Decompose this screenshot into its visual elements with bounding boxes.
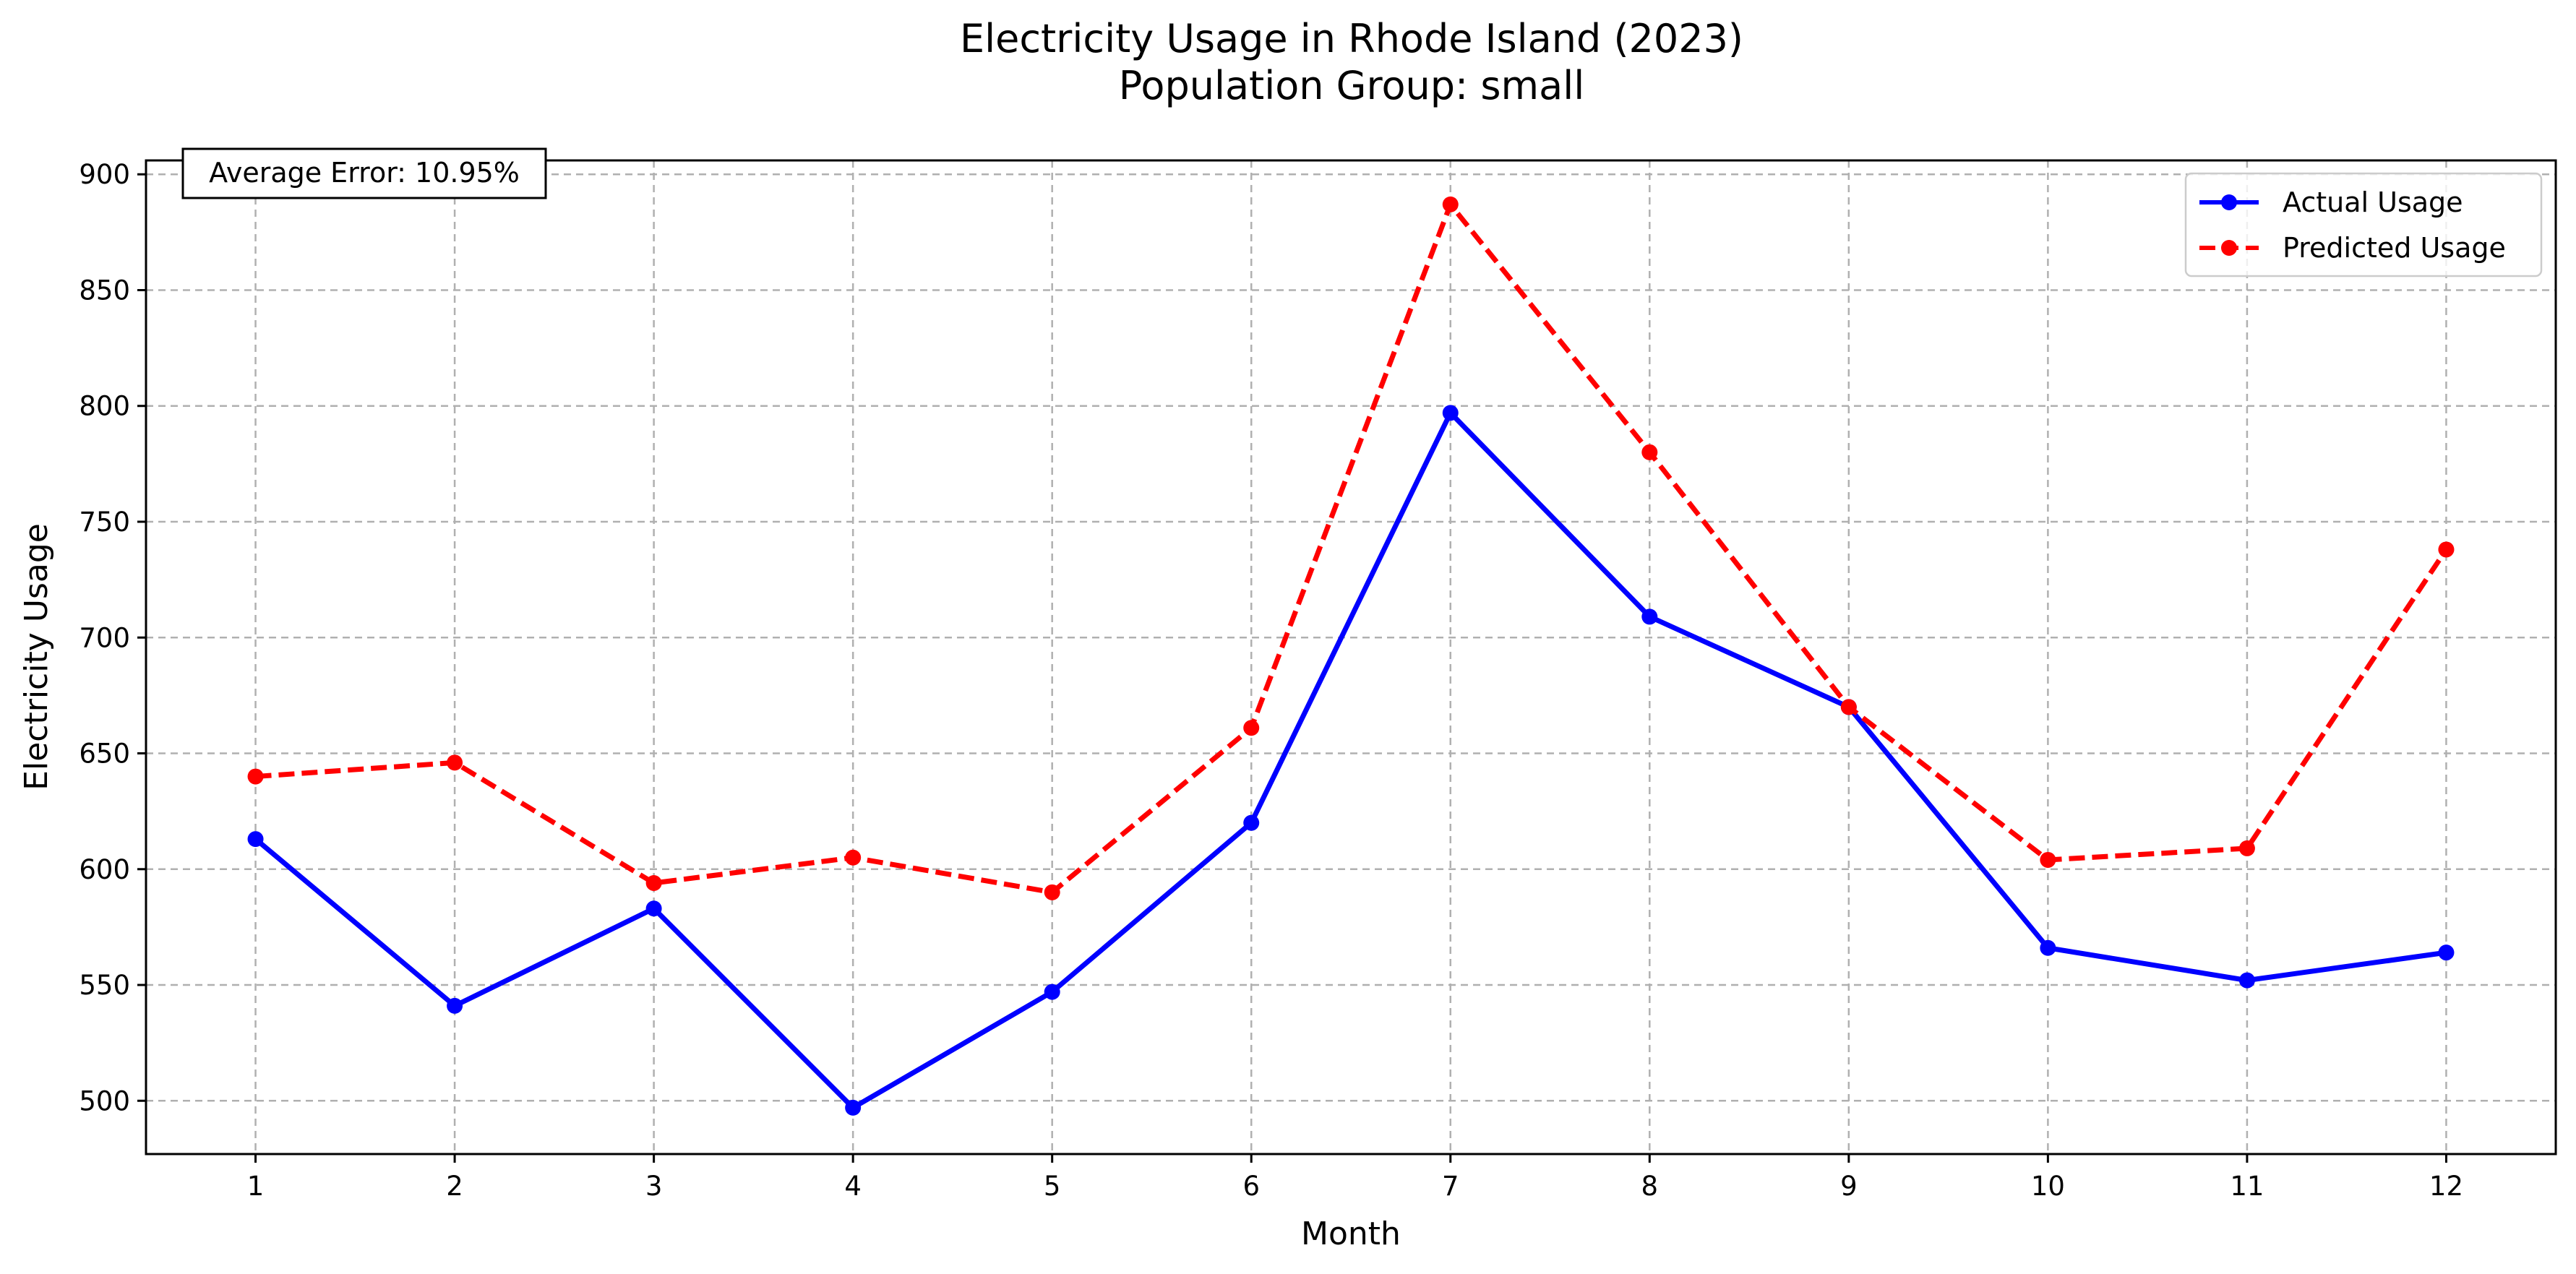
y-tick-label: 650	[79, 739, 130, 770]
data-point-actual-usage	[1243, 814, 1260, 831]
plot-area-frame	[145, 159, 2557, 1155]
y-tick-label: 700	[79, 622, 130, 653]
data-point-actual-usage	[1044, 984, 1060, 1000]
x-tick-label: 4	[844, 1171, 862, 1202]
data-point-predicted-usage	[447, 754, 463, 771]
y-axis: 500 550 600 650 700 750 800 850 900	[79, 159, 146, 1116]
x-tick-label: 2	[446, 1171, 463, 1202]
grid-lines	[146, 160, 2556, 1154]
legend-label-actual-usage: Actual Usage	[2283, 186, 2463, 218]
x-tick-label: 8	[1641, 1171, 1659, 1202]
series-line-actual-usage	[254, 410, 2447, 1111]
x-tick-label: 7	[1442, 1171, 1459, 1202]
x-tick-label: 11	[2230, 1171, 2264, 1202]
data-point-actual-usage	[845, 1099, 862, 1116]
chart-subtitle: Population Group: small	[1119, 63, 1584, 108]
x-tick-label: 1	[247, 1171, 265, 1202]
data-point-actual-usage	[1641, 608, 1658, 625]
y-tick-label: 550	[79, 970, 130, 1001]
x-axis: 1 2 3 4 5 6 7 8 9 10 11 12	[247, 1154, 2463, 1202]
x-tick-label: 6	[1242, 1171, 1260, 1202]
x-tick-label: 9	[1840, 1171, 1858, 1202]
legend-marker-actual-usage	[2221, 194, 2237, 210]
x-tick-label: 3	[645, 1171, 663, 1202]
data-point-predicted-usage	[2238, 840, 2255, 856]
data-point-predicted-usage	[845, 849, 862, 866]
data-point-actual-usage	[1442, 405, 1459, 421]
annotation-box	[181, 147, 547, 199]
data-point-predicted-usage	[1044, 884, 1060, 900]
data-point-predicted-usage	[1243, 720, 1260, 736]
series-line-predicted-usage	[255, 202, 2449, 895]
y-tick-label: 800	[79, 391, 130, 422]
y-tick-label: 600	[79, 854, 130, 885]
annotation-text: Average Error: 10.95%	[209, 157, 520, 189]
y-tick-label: 850	[79, 275, 130, 306]
legend-frame	[2184, 172, 2543, 277]
x-tick-label: 10	[2031, 1171, 2065, 1202]
x-tick-label: 5	[1044, 1171, 1061, 1202]
y-axis-label: Electricity Usage	[18, 523, 55, 791]
data-point-actual-usage	[247, 831, 264, 848]
y-tick-label: 900	[79, 159, 130, 190]
data-point-predicted-usage	[247, 768, 264, 785]
data-point-predicted-usage	[1442, 196, 1459, 212]
chart-title: Electricity Usage in Rhode Island (2023)	[960, 16, 1743, 61]
y-tick-label: 750	[79, 507, 130, 538]
legend: Actual Usage Predicted Usage	[2184, 172, 2543, 277]
data-point-predicted-usage	[645, 875, 662, 891]
data-point-actual-usage	[447, 997, 463, 1014]
x-axis-label: Month	[1301, 1215, 1401, 1252]
data-point-actual-usage	[2238, 972, 2255, 989]
average-error-annotation: Average Error: 10.95%	[181, 147, 547, 199]
data-point-actual-usage	[2438, 944, 2455, 961]
y-tick-label: 500	[79, 1085, 130, 1116]
legend-label-predicted-usage: Predicted Usage	[2283, 232, 2506, 264]
data-point-predicted-usage	[1840, 699, 1857, 715]
data-point-predicted-usage	[2040, 851, 2056, 868]
data-point-actual-usage	[645, 900, 662, 917]
data-point-predicted-usage	[1641, 444, 1658, 460]
data-point-actual-usage	[2040, 939, 2056, 956]
x-tick-label: 12	[2429, 1171, 2463, 1202]
series-layer	[247, 196, 2455, 1116]
data-point-predicted-usage	[2438, 541, 2455, 558]
legend-marker-predicted-usage	[2221, 240, 2237, 256]
